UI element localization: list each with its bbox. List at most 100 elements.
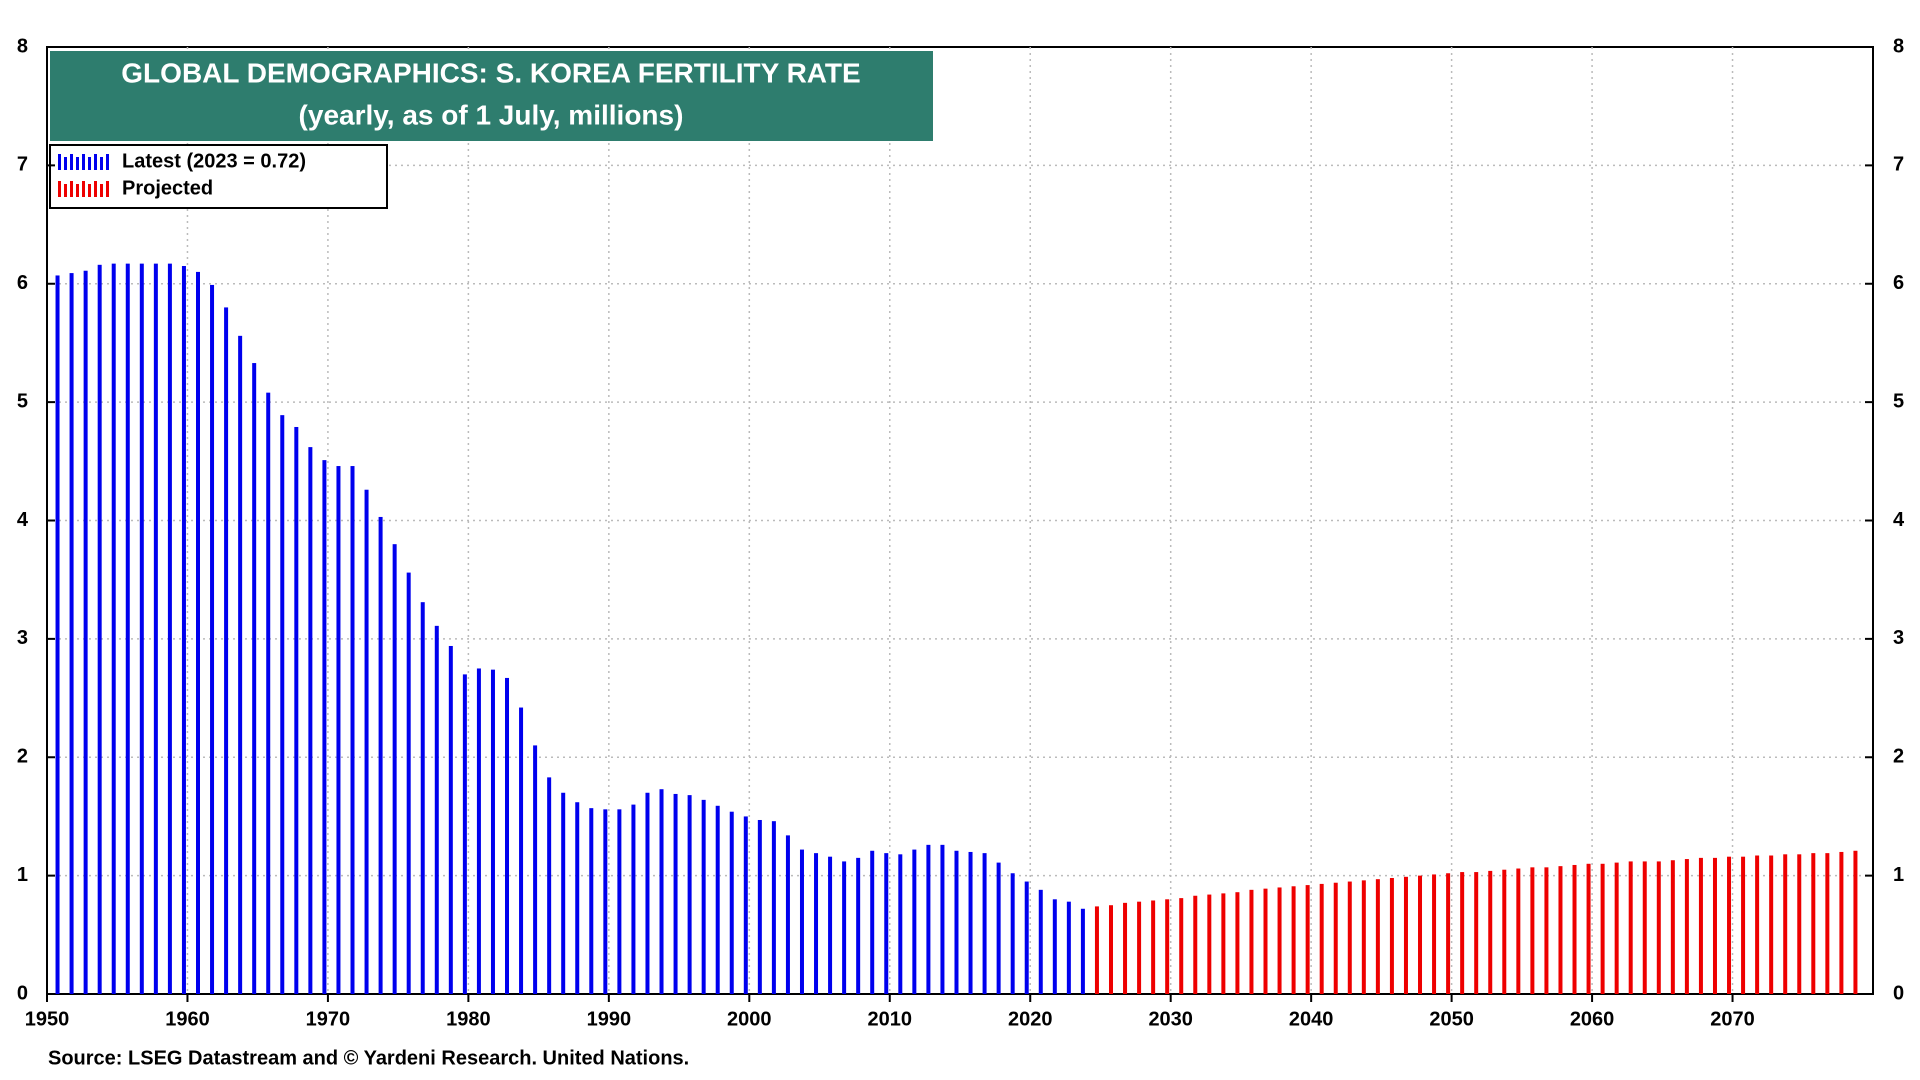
- legend-swatch: [76, 157, 79, 170]
- x-tick-label: 1960: [165, 1008, 210, 1030]
- bar: [1825, 853, 1830, 994]
- bar: [926, 844, 931, 994]
- chart-subtitle: (yearly, as of 1 July, millions): [299, 99, 684, 130]
- bar: [743, 816, 748, 994]
- bar: [645, 792, 650, 994]
- bar: [1530, 867, 1535, 994]
- bar: [1249, 889, 1254, 994]
- bar: [575, 802, 580, 994]
- bar: [603, 809, 608, 994]
- bar: [996, 862, 1001, 994]
- bar: [1361, 880, 1366, 994]
- bar: [1727, 856, 1732, 994]
- legend-swatch: [76, 184, 79, 197]
- bar: [224, 307, 229, 994]
- bar: [1165, 899, 1170, 994]
- bar: [490, 669, 495, 994]
- bar: [434, 625, 439, 994]
- bar: [1600, 863, 1605, 994]
- bar: [420, 602, 425, 994]
- x-tick-label: 2070: [1710, 1008, 1755, 1030]
- bar: [55, 275, 60, 994]
- y-tick-label: 0: [17, 982, 28, 1004]
- bar: [631, 804, 636, 994]
- bar: [1446, 873, 1451, 994]
- bar: [1656, 861, 1661, 994]
- bar: [125, 263, 130, 995]
- y-tick-label: 1: [17, 864, 28, 886]
- bar: [785, 835, 790, 994]
- y-tick-label: 6: [17, 272, 28, 294]
- bar: [842, 861, 847, 994]
- bar: [280, 415, 285, 994]
- y-tick-label: 3: [17, 627, 28, 649]
- bar: [1080, 908, 1085, 994]
- legend-swatch: [88, 157, 91, 170]
- bar: [1347, 881, 1352, 994]
- legend-label: Projected: [122, 177, 213, 199]
- bar: [111, 263, 116, 995]
- y2-tick-label: 8: [1893, 35, 1904, 57]
- y2-tick-label: 5: [1893, 390, 1904, 412]
- bar: [378, 516, 383, 994]
- bar: [1179, 898, 1184, 994]
- legend-swatch: [70, 154, 73, 170]
- bar: [266, 392, 271, 994]
- legend-swatch: [82, 154, 85, 170]
- bar: [1797, 854, 1802, 994]
- bar: [406, 572, 411, 994]
- bar: [1488, 870, 1493, 994]
- y-tick-label: 8: [17, 35, 28, 57]
- bar: [1741, 856, 1746, 994]
- bar: [561, 792, 566, 994]
- legend-swatch: [100, 157, 103, 170]
- y2-tick-label: 6: [1893, 272, 1904, 294]
- x-tick-label: 2050: [1429, 1008, 1474, 1030]
- bar: [828, 856, 833, 994]
- bar: [912, 849, 917, 994]
- bar: [1123, 902, 1128, 994]
- bar: [701, 799, 706, 994]
- bar: [195, 271, 200, 995]
- x-tick-label: 1980: [446, 1008, 491, 1030]
- bar: [799, 849, 804, 994]
- bar: [814, 853, 819, 994]
- legend-swatch: [100, 184, 103, 197]
- source-note: Source: LSEG Datastream and © Yardeni Re…: [48, 1047, 689, 1069]
- bar: [1151, 900, 1156, 994]
- bar: [1094, 906, 1099, 994]
- y-tick-label: 4: [17, 509, 29, 531]
- x-tick-label: 1990: [587, 1008, 632, 1030]
- y2-tick-label: 0: [1893, 982, 1904, 1004]
- chart-title: GLOBAL DEMOGRAPHICS: S. KOREA FERTILITY …: [121, 57, 860, 88]
- bar: [1572, 864, 1577, 994]
- y2-tick-label: 7: [1893, 154, 1904, 176]
- bar: [1558, 866, 1563, 994]
- bar: [1305, 885, 1310, 994]
- bar: [1263, 888, 1268, 994]
- bar: [1755, 855, 1760, 994]
- bar: [1698, 857, 1703, 994]
- bar: [448, 645, 453, 994]
- bar: [1418, 875, 1423, 994]
- legend-swatch: [64, 184, 67, 197]
- bar: [940, 844, 945, 994]
- legend-swatch: [64, 157, 67, 170]
- y2-tick-label: 4: [1893, 509, 1905, 531]
- bar: [1389, 877, 1394, 994]
- legend-swatch: [94, 154, 97, 170]
- bar: [968, 851, 973, 994]
- x-tick-label: 1970: [306, 1008, 351, 1030]
- bar: [1460, 872, 1465, 994]
- x-tick-label: 2030: [1148, 1008, 1193, 1030]
- bar: [1586, 863, 1591, 994]
- bar: [771, 821, 776, 994]
- legend-label: Latest (2023 = 0.72): [122, 150, 306, 172]
- bar: [1670, 860, 1675, 994]
- bar: [1333, 882, 1338, 994]
- y2-tick-label: 1: [1893, 864, 1904, 886]
- x-tick-label: 2040: [1289, 1008, 1334, 1030]
- legend-swatch: [82, 181, 85, 197]
- legend-swatch: [88, 184, 91, 197]
